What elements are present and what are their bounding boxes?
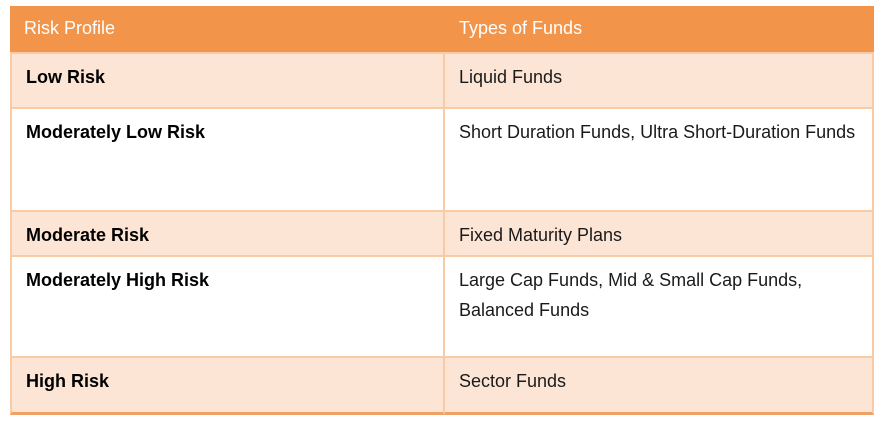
risk-funds-table-container: Risk Profile Types of Funds Low Risk Liq…: [10, 6, 874, 415]
fund-types-cell: Fixed Maturity Plans: [445, 212, 874, 257]
risk-profile-cell: Moderately Low Risk: [10, 109, 445, 212]
column-header-risk-profile: Risk Profile: [10, 6, 445, 54]
risk-profile-cell: Moderately High Risk: [10, 257, 445, 358]
table-row: Moderately Low Risk Short Duration Funds…: [10, 109, 874, 212]
risk-profile-cell: Moderate Risk: [10, 212, 445, 257]
table-row: Moderate Risk Fixed Maturity Plans: [10, 212, 874, 257]
fund-types-cell: Liquid Funds: [445, 54, 874, 109]
risk-profile-cell: Low Risk: [10, 54, 445, 109]
risk-profile-cell: High Risk: [10, 358, 445, 415]
fund-types-cell: Sector Funds: [445, 358, 874, 415]
table-row: High Risk Sector Funds: [10, 358, 874, 415]
header-row: Risk Profile Types of Funds: [10, 6, 874, 54]
column-header-types-of-funds: Types of Funds: [445, 6, 874, 54]
fund-types-cell: Short Duration Funds, Ultra Short-Durati…: [445, 109, 874, 212]
table-row: Moderately High Risk Large Cap Funds, Mi…: [10, 257, 874, 358]
table-row: Low Risk Liquid Funds: [10, 54, 874, 109]
fund-types-cell: Large Cap Funds, Mid & Small Cap Funds, …: [445, 257, 874, 358]
risk-funds-table: Risk Profile Types of Funds Low Risk Liq…: [10, 6, 874, 415]
